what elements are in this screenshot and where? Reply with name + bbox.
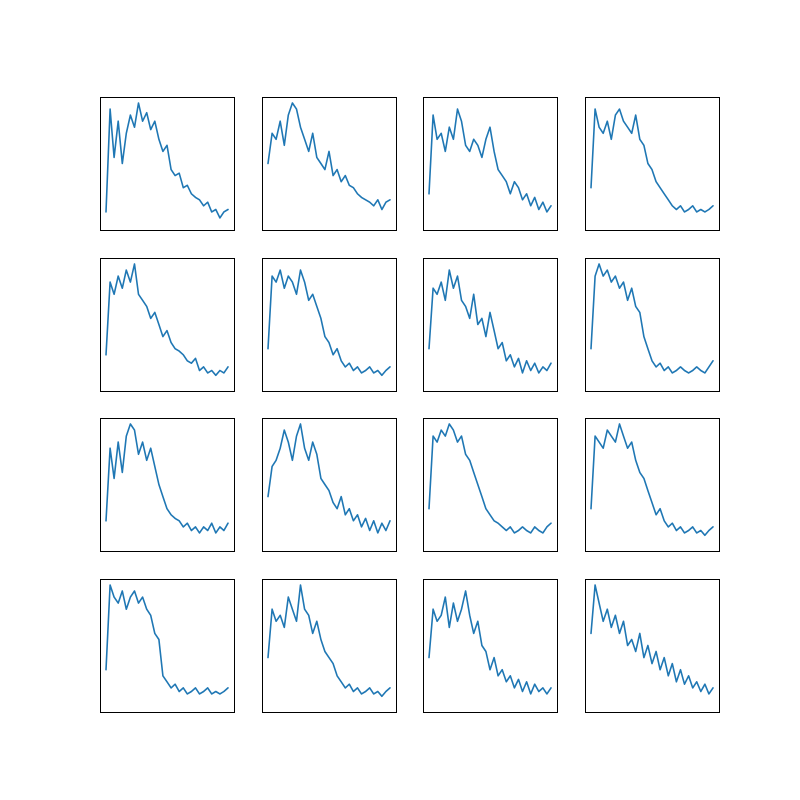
subplot-frame	[423, 258, 558, 392]
subplot-2-4	[585, 258, 720, 392]
subplot-frame	[423, 418, 558, 552]
series-line-1	[590, 584, 714, 695]
subplot-2-1	[100, 258, 235, 392]
subplot-frame	[423, 97, 558, 231]
subplot-frame	[262, 97, 397, 231]
subplot-1-4	[585, 97, 720, 231]
series-line-1	[428, 108, 552, 213]
series-line-1	[428, 269, 552, 374]
subplot-4-2	[262, 579, 397, 713]
subplot-frame	[262, 258, 397, 392]
subplot-4-3	[423, 579, 558, 713]
series-line-1	[105, 263, 229, 377]
series-line-1	[105, 423, 229, 534]
series-line-1	[428, 590, 552, 695]
series-line-1	[428, 423, 552, 534]
series-line-1	[590, 263, 714, 374]
subplot-frame	[585, 418, 720, 552]
subplot-3-2	[262, 418, 397, 552]
subplot-frame	[100, 418, 235, 552]
subplot-frame	[585, 97, 720, 231]
subplot-frame	[585, 579, 720, 713]
series-line-1	[105, 584, 229, 695]
subplot-frame	[100, 258, 235, 392]
series-line-1	[267, 584, 391, 698]
subplot-frame	[100, 579, 235, 713]
subplot-frame	[262, 418, 397, 552]
subplot-3-3	[423, 418, 558, 552]
subplot-frame	[423, 579, 558, 713]
subplot-frame	[262, 579, 397, 713]
subplot-frame	[100, 97, 235, 231]
series-line-1	[590, 423, 714, 537]
subplot-frame	[585, 258, 720, 392]
series-line-1	[590, 108, 714, 213]
subplot-4-4	[585, 579, 720, 713]
subplot-grid	[100, 97, 720, 713]
series-line-1	[105, 102, 229, 219]
subplot-2-2	[262, 258, 397, 392]
series-line-1	[267, 269, 391, 377]
series-line-1	[267, 102, 391, 211]
subplot-1-1	[100, 97, 235, 231]
subplot-3-1	[100, 418, 235, 552]
subplot-1-2	[262, 97, 397, 231]
series-line-1	[267, 423, 391, 534]
subplot-4-1	[100, 579, 235, 713]
subplot-3-4	[585, 418, 720, 552]
subplot-2-3	[423, 258, 558, 392]
subplot-1-3	[423, 97, 558, 231]
